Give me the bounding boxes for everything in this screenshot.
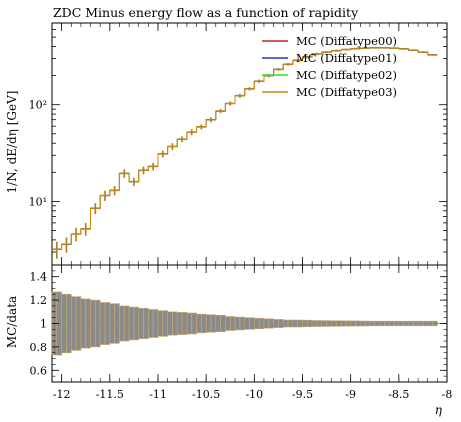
legend: MC (Diffatype00) MC (Diffatype01) MC (Di… (262, 34, 397, 99)
legend-label-0: MC (Diffatype00) (296, 34, 397, 48)
ratio-axis-ticks: 0.6 0.8 1 1.2 1.4 (30, 270, 447, 383)
x-tick-label: -9.5 (292, 388, 313, 401)
y-axis-label: 1/N, dE/dη [GeV] (5, 91, 19, 194)
ratio-tick-label: 0.8 (30, 341, 48, 354)
x-tick-label: -8 (442, 388, 453, 401)
ratio-tick-label: 1.2 (30, 294, 48, 307)
y-tick-label: 10¹ (29, 195, 47, 208)
legend-label-3: MC (Diffatype03) (296, 85, 397, 99)
ratio-tick-label: 0.6 (30, 364, 48, 377)
ratio-lines-group (52, 291, 447, 356)
x-tick-label: -10 (245, 388, 263, 401)
x-tick-label: -10.5 (192, 388, 220, 401)
main-axis-ticks: 10¹ 10² (29, 22, 447, 253)
x-tick-label: -9 (345, 388, 356, 401)
ratio-tick-label: 1 (40, 318, 47, 331)
y-tick-label: 10² (29, 99, 47, 112)
mc-line-3 (52, 47, 438, 250)
x-axis-ticks: -12 -11.5 -11 -10.5 -10 -9.5 -9 -8.5 -8 (51, 23, 453, 401)
x-tick-label: -8.5 (388, 388, 409, 401)
legend-label-1: MC (Diffatype01) (296, 51, 397, 65)
legend-label-2: MC (Diffatype02) (296, 68, 397, 82)
chart-title: ZDC Minus energy flow as a function of r… (53, 5, 359, 20)
mc-lines-group (52, 47, 438, 250)
x-axis-label: η (435, 403, 443, 417)
ratio-axis-label: MC/data (5, 296, 19, 348)
x-tick-label: -11.5 (96, 388, 124, 401)
x-tick-label: -11 (149, 388, 167, 401)
x-tick-label: -12 (53, 388, 71, 401)
ratio-tick-label: 1.4 (30, 271, 48, 284)
